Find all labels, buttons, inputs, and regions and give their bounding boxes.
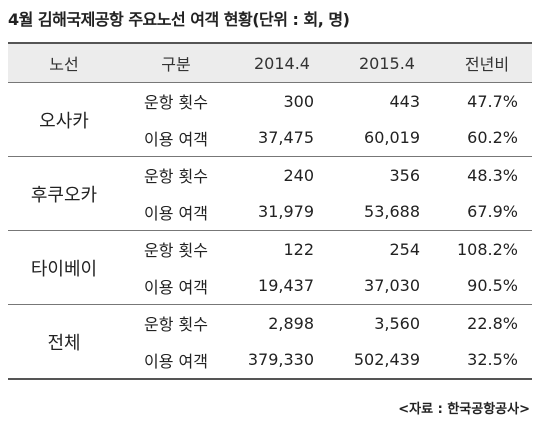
table-row: 이용 여객 379,330 502,439 32.5% [8,341,532,380]
value-cell: 22.8% [467,313,518,333]
value-cell: 19,437 [232,267,332,305]
kind-cell: 운항 횟수 [144,241,208,261]
table-body: 오사카 운항 횟수 300 443 47.7% 이용 여객 37,475 60,019 60.2… [8,82,532,380]
value-cell: 37,030 [332,267,442,305]
table-row: 타이베이 운항 횟수 122 254 108.2% [8,230,532,305]
data-table: 노선 구분 2014.4 2015.4 전년비 오사카 운항 횟수 300 443 47.7% 이… [8,42,532,380]
route-cell: 오사카 [8,82,120,157]
table-head: 노선 구분 2014.4 2015.4 전년비 [8,43,532,83]
header-row: 노선 구분 2014.4 2015.4 전년비 [8,43,532,83]
column-header: 노선 [8,43,120,83]
route-cell: 타이베이 [8,230,120,305]
value-cell: 3,560 [374,313,420,333]
table-row: 오사카 운항 횟수 300 443 47.7% [8,82,532,157]
value-cell: 90.5% [442,267,532,305]
kind-cell: 이용 여객 [120,341,232,380]
value-cell: 122 [283,239,314,259]
value-cell: 48.3% [467,165,518,185]
value-cell: 67.9% [442,193,532,231]
table-row: 전체 운항 횟수 2,898 3,560 22.8% [8,304,532,380]
value-cell: 356 [389,165,420,185]
kind-cell: 이용 여객 [120,193,232,231]
title: 4월 김해국제공항 주요노선 여객 현황(단위 : 회, 명) [8,10,350,29]
value-cell: 32.5% [442,341,532,380]
kind-cell: 이용 여객 [120,119,232,157]
value-cell: 37,475 [232,119,332,157]
table-row: 이용 여객 37,475 60,019 60.2% [8,119,532,157]
kind-cell: 운항 횟수 [144,93,208,113]
column-header: 전년비 [442,43,532,83]
value-cell: 300 [283,91,314,111]
value-cell: 47.7% [467,91,518,111]
source-note: <자료 : 한국공항공사> [398,402,530,417]
table-row: 이용 여객 31,979 53,688 67.9% [8,193,532,231]
value-cell: 254 [389,239,420,259]
value-cell: 60.2% [442,119,532,157]
value-cell: 60,019 [332,119,442,157]
value-cell: 108.2% [456,239,518,259]
table-row: 이용 여객 19,437 37,030 90.5% [8,267,532,305]
value-cell: 31,979 [232,193,332,231]
column-header: 구분 [120,43,232,83]
value-cell: 2,898 [268,313,314,333]
value-cell: 53,688 [332,193,442,231]
kind-cell: 운항 횟수 [144,167,208,187]
route-cell: 후쿠오카 [8,156,120,231]
value-cell: 502,439 [332,341,442,380]
value-cell: 443 [389,91,420,111]
kind-cell: 이용 여객 [120,267,232,305]
route-cell: 전체 [8,304,120,380]
column-header: 2015.4 [332,43,442,83]
kind-cell: 운항 횟수 [144,315,208,335]
column-header: 2014.4 [232,43,332,83]
value-cell: 379,330 [232,341,332,380]
value-cell: 240 [283,165,314,185]
table-row: 후쿠오카 운항 횟수 240 356 48.3% [8,156,532,231]
